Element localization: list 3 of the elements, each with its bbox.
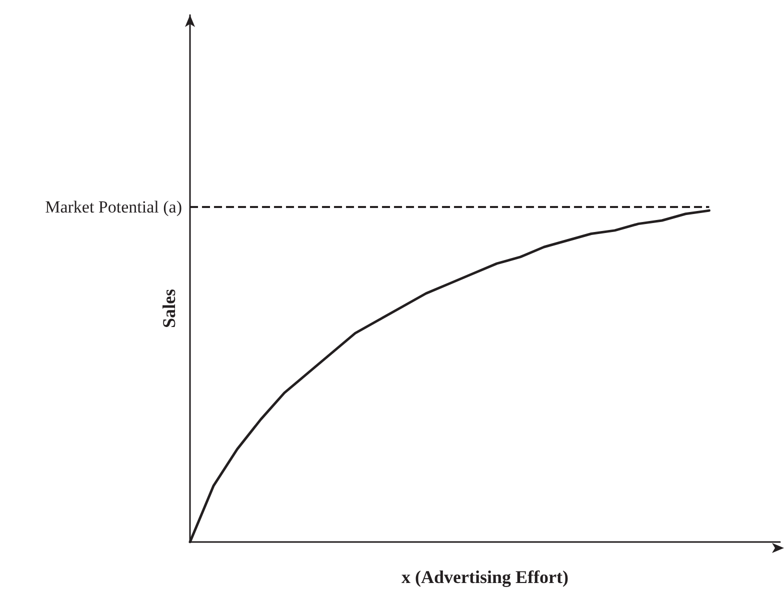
- x-axis-title: x (Advertising Effort): [402, 567, 568, 587]
- ref-line-label: Market Potential (a): [45, 198, 182, 217]
- y-axis-title: Sales: [159, 288, 179, 328]
